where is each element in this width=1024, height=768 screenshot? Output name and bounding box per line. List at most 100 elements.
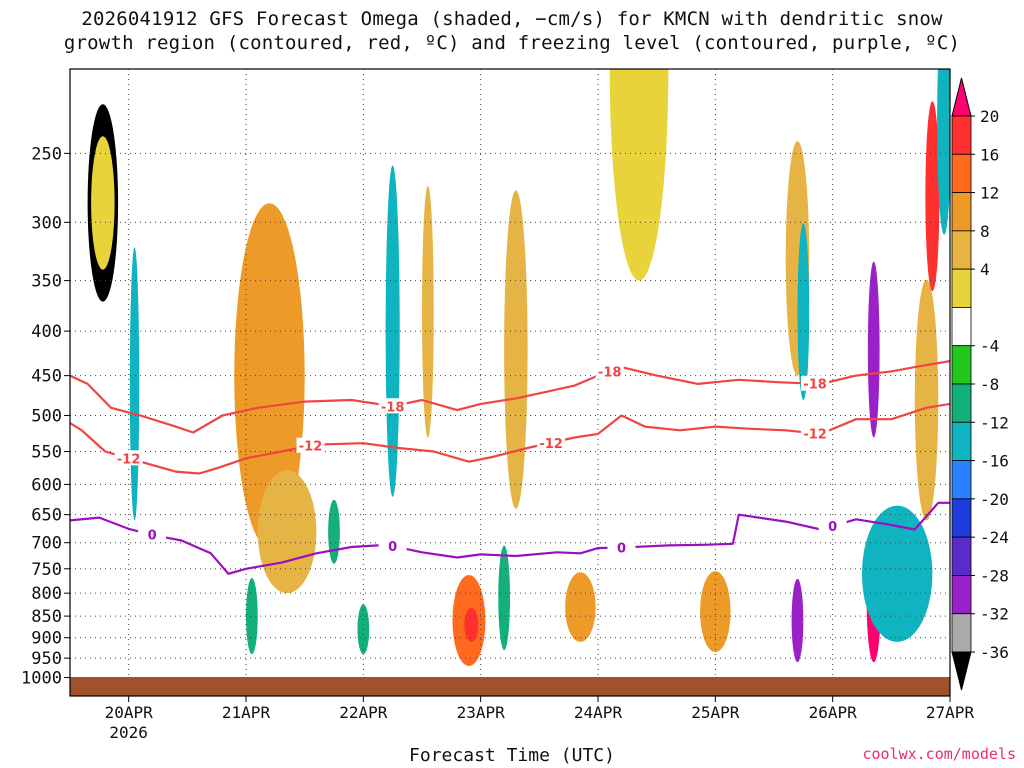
colorbar-segment xyxy=(951,345,972,385)
contour-label-bg xyxy=(801,425,830,441)
y-tick-label: 1000 xyxy=(21,669,62,689)
y-tick-label: 550 xyxy=(31,443,62,463)
omega-blob xyxy=(234,203,305,549)
colorbar-label: -12 xyxy=(980,413,1009,432)
contour-label-bg xyxy=(114,450,143,466)
y-tick-label: 700 xyxy=(31,534,62,554)
colorbar-label: 8 xyxy=(980,222,990,241)
y-tick-label: 750 xyxy=(31,560,62,580)
contour-label-bg xyxy=(801,375,830,391)
y-axis: 2503003504004505005506006507007508008509… xyxy=(21,144,70,689)
contour-label: -18 xyxy=(381,400,405,415)
y-tick-label: 850 xyxy=(31,607,62,627)
omega-shading xyxy=(87,69,950,667)
contour-label: -12 xyxy=(299,440,323,455)
contour-label-bg xyxy=(537,434,566,450)
colorbar-label: -24 xyxy=(980,528,1009,547)
omega-blob xyxy=(129,247,140,521)
colorbar-label: 20 xyxy=(980,107,999,126)
y-tick-label: 400 xyxy=(31,322,62,342)
chart-title-line2: growth region (contoured, red, ºC) and f… xyxy=(63,32,961,54)
omega-blob xyxy=(797,223,810,401)
y-tick-label: 900 xyxy=(31,629,62,649)
omega-blob xyxy=(700,571,731,653)
contour-label-bg xyxy=(607,539,636,555)
colorbar-segment xyxy=(951,383,972,423)
y-tick-label: 350 xyxy=(31,272,62,292)
omega-blob xyxy=(464,607,479,642)
y-tick-label: 950 xyxy=(31,649,62,669)
plot-frame xyxy=(69,68,951,697)
omega-blob xyxy=(246,578,258,655)
colorbar-segment xyxy=(951,575,972,615)
y-tick-label: 300 xyxy=(31,213,62,233)
colorbar-segment xyxy=(951,460,972,500)
colorbar-segment xyxy=(951,268,972,308)
omega-blob xyxy=(791,578,804,663)
colorbar-segment xyxy=(951,230,972,270)
x-axis-label: Forecast Time (UTC) xyxy=(409,745,615,766)
omega-blob xyxy=(91,136,115,270)
colorbar: 20 16 12 8 4 -4 -8 -12 -16 -20 -24 -28 -32 -36 xyxy=(951,77,1009,691)
contour-label: 0 xyxy=(828,520,837,535)
colorbar-label: -8 xyxy=(980,375,999,394)
contour-label: 0 xyxy=(388,540,397,555)
omega-blob xyxy=(498,545,510,651)
x-tick-label: 23APR xyxy=(457,703,506,722)
omega-blob xyxy=(609,69,669,281)
terrain-ground xyxy=(70,677,950,696)
x-tick-label: 21APR xyxy=(222,703,271,722)
x-year-label: 2026 xyxy=(109,723,148,740)
colorbar-top-arrow xyxy=(951,77,972,117)
omega-blob xyxy=(504,190,528,509)
contour-label-bg xyxy=(296,437,325,453)
x-tick-label: 20APR xyxy=(105,703,154,722)
contour-label: -18 xyxy=(598,365,622,380)
y-tick-label: 650 xyxy=(31,506,62,526)
omega-blob xyxy=(565,572,596,642)
contour-label-bg xyxy=(138,526,167,542)
contour-label-bg xyxy=(378,538,407,554)
colorbar-label: -4 xyxy=(980,337,999,356)
x-tick-label: 25APR xyxy=(691,703,740,722)
colorbar-segment xyxy=(951,613,972,653)
y-tick-label: 250 xyxy=(31,144,62,164)
chart-title-line1: 2026041912 GFS Forecast Omega (shaded, −… xyxy=(81,8,943,30)
colorbar-label: -16 xyxy=(980,452,1009,471)
contour-dgz-minus18 xyxy=(70,360,950,434)
colorbar-label: -32 xyxy=(980,605,1009,624)
colorbar-label: -28 xyxy=(980,566,1009,585)
omega-blob xyxy=(257,470,317,594)
omega-blob xyxy=(867,261,880,438)
omega-blob xyxy=(914,279,939,521)
x-tick-label: 27APR xyxy=(926,703,975,722)
omega-blob xyxy=(385,165,400,497)
contour-label-bg xyxy=(595,363,624,379)
y-tick-label: 450 xyxy=(31,367,62,387)
x-tick-label: 22APR xyxy=(339,703,388,722)
colorbar-label: 16 xyxy=(980,145,999,164)
omega-blob xyxy=(328,499,340,564)
colorbar-segment xyxy=(951,536,972,576)
omega-blob xyxy=(862,505,933,642)
credit-text: coolwx.com/models xyxy=(862,745,1016,763)
omega-blob xyxy=(937,69,950,235)
colorbar-label: 12 xyxy=(980,184,999,203)
colorbar-segment xyxy=(951,153,972,193)
omega-blob xyxy=(925,101,940,292)
contour-label-bg xyxy=(818,518,847,534)
colorbar-segment xyxy=(951,421,972,461)
contour-label: 0 xyxy=(148,529,157,544)
contour-label: -12 xyxy=(803,427,827,442)
y-tick-label: 500 xyxy=(31,406,62,426)
colorbar-label: 4 xyxy=(980,260,990,279)
y-tick-label: 600 xyxy=(31,475,62,495)
y-tick-label: 800 xyxy=(31,584,62,604)
colorbar-segment xyxy=(951,192,972,232)
contour-dgz-minus12 xyxy=(70,402,950,475)
contour-label: -12 xyxy=(117,452,141,467)
colorbar-bottom-arrow xyxy=(951,651,972,691)
colorbar-label: -36 xyxy=(980,643,1009,662)
